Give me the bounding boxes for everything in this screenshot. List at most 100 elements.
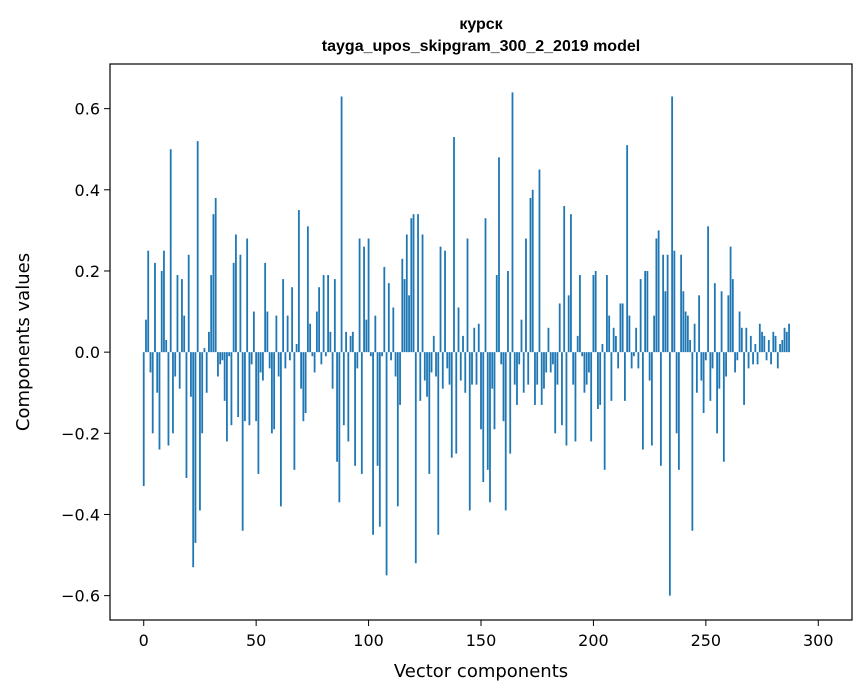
bar-component-201 (594, 270, 597, 353)
bar-component-18 (183, 315, 186, 353)
bar-component-238 (677, 352, 680, 470)
bar-component-108 (385, 352, 388, 576)
bar-component-190 (570, 214, 572, 353)
bar-component-234 (668, 352, 671, 596)
bar-component-203 (599, 352, 602, 405)
bar-component-210 (615, 335, 617, 353)
bar-component-148 (475, 352, 478, 385)
bar-component-162 (507, 270, 509, 353)
bar-component-116 (403, 279, 406, 353)
bar-component-165 (513, 352, 516, 385)
bar-component-156 (493, 352, 496, 430)
bar-component-243 (689, 339, 692, 353)
bar-component-120 (412, 214, 415, 353)
bar-component-192 (574, 352, 577, 442)
bar-component-140 (457, 307, 460, 353)
bar-component-132 (439, 246, 442, 353)
bar-component-208 (610, 352, 613, 401)
bar-component-258 (722, 352, 725, 462)
bar-component-107 (383, 266, 386, 353)
bar-component-187 (563, 206, 566, 353)
bar-component-253 (711, 352, 714, 369)
bar-component-72 (304, 352, 307, 414)
bar-component-23 (194, 352, 197, 543)
bar-component-257 (720, 291, 723, 353)
bar-component-166 (516, 352, 518, 405)
bar-component-94 (354, 352, 356, 466)
bar-component-236 (673, 250, 676, 353)
bar-component-269 (747, 352, 750, 369)
plot-area-frame (109, 63, 853, 621)
bar-component-129 (432, 335, 435, 353)
bar-component-56 (268, 352, 271, 369)
bar-component-74 (309, 323, 312, 353)
bar-component-231 (662, 254, 665, 353)
bar-component-272 (754, 344, 757, 353)
bar-component-4 (151, 352, 154, 434)
bar-component-51 (257, 352, 260, 474)
bar-component-88 (340, 96, 343, 353)
bar-component-12 (169, 149, 172, 353)
bar-component-38 (228, 352, 231, 357)
bar-component-220 (637, 352, 640, 369)
bar-component-35 (221, 352, 224, 361)
bar-component-89 (342, 352, 345, 426)
bar-component-119 (410, 218, 413, 353)
bar-component-60 (277, 352, 280, 377)
bar-component-54 (264, 262, 267, 353)
bar-component-259 (725, 352, 727, 377)
bar-component-176 (538, 169, 541, 353)
bar-component-250 (704, 352, 707, 361)
x-axis-label: Vector components (394, 661, 568, 682)
bar-component-174 (534, 352, 536, 405)
x-tick-label: 150 (466, 631, 497, 650)
bar-component-181 (549, 352, 552, 373)
bar-component-171 (527, 352, 530, 385)
bar-component-93 (351, 331, 354, 353)
bar-component-155 (491, 352, 494, 389)
bar-component-178 (543, 352, 545, 389)
bar-component-247 (698, 295, 700, 353)
bar-component-69 (297, 210, 300, 353)
bar-component-20 (187, 254, 190, 353)
bar-component-13 (172, 352, 174, 434)
bar-component-188 (565, 352, 568, 446)
bar-component-159 (500, 352, 503, 365)
bar-component-240 (682, 291, 685, 353)
bar-component-67 (293, 352, 296, 470)
bar-component-79 (320, 352, 323, 365)
bar-component-25 (199, 352, 201, 511)
bar-component-274 (758, 323, 761, 353)
bar-component-16 (178, 352, 181, 389)
bar-component-2 (147, 250, 150, 353)
bar-component-147 (473, 327, 476, 353)
bar-component-76 (313, 352, 316, 373)
bar-component-91 (347, 352, 350, 442)
bar-component-3 (149, 352, 152, 373)
x-tick-label: 300 (803, 631, 834, 650)
bar-component-267 (743, 352, 745, 405)
bar-component-261 (729, 246, 732, 353)
bar-component-226 (650, 352, 653, 446)
bar-component-279 (770, 352, 772, 365)
bar-component-195 (581, 352, 584, 357)
bar-component-9 (163, 250, 165, 353)
bar-component-211 (617, 352, 620, 369)
bar-component-137 (450, 352, 453, 458)
bar-component-150 (480, 352, 482, 430)
bar-component-266 (740, 327, 743, 353)
bar-component-83 (329, 331, 332, 353)
bar-component-5 (154, 262, 156, 353)
bar-component-157 (495, 275, 498, 353)
y-tick-label: 0.6 (75, 100, 100, 119)
bar-component-32 (214, 197, 217, 353)
bar-component-202 (597, 352, 599, 409)
bar-component-276 (763, 335, 766, 353)
bar-component-285 (783, 327, 786, 353)
y-tick-label: 0.4 (75, 181, 100, 200)
bar-component-177 (540, 352, 543, 405)
bar-component-284 (781, 339, 784, 353)
bar-component-27 (203, 348, 206, 353)
bar-component-87 (338, 352, 341, 503)
bar-component-99 (365, 319, 368, 353)
